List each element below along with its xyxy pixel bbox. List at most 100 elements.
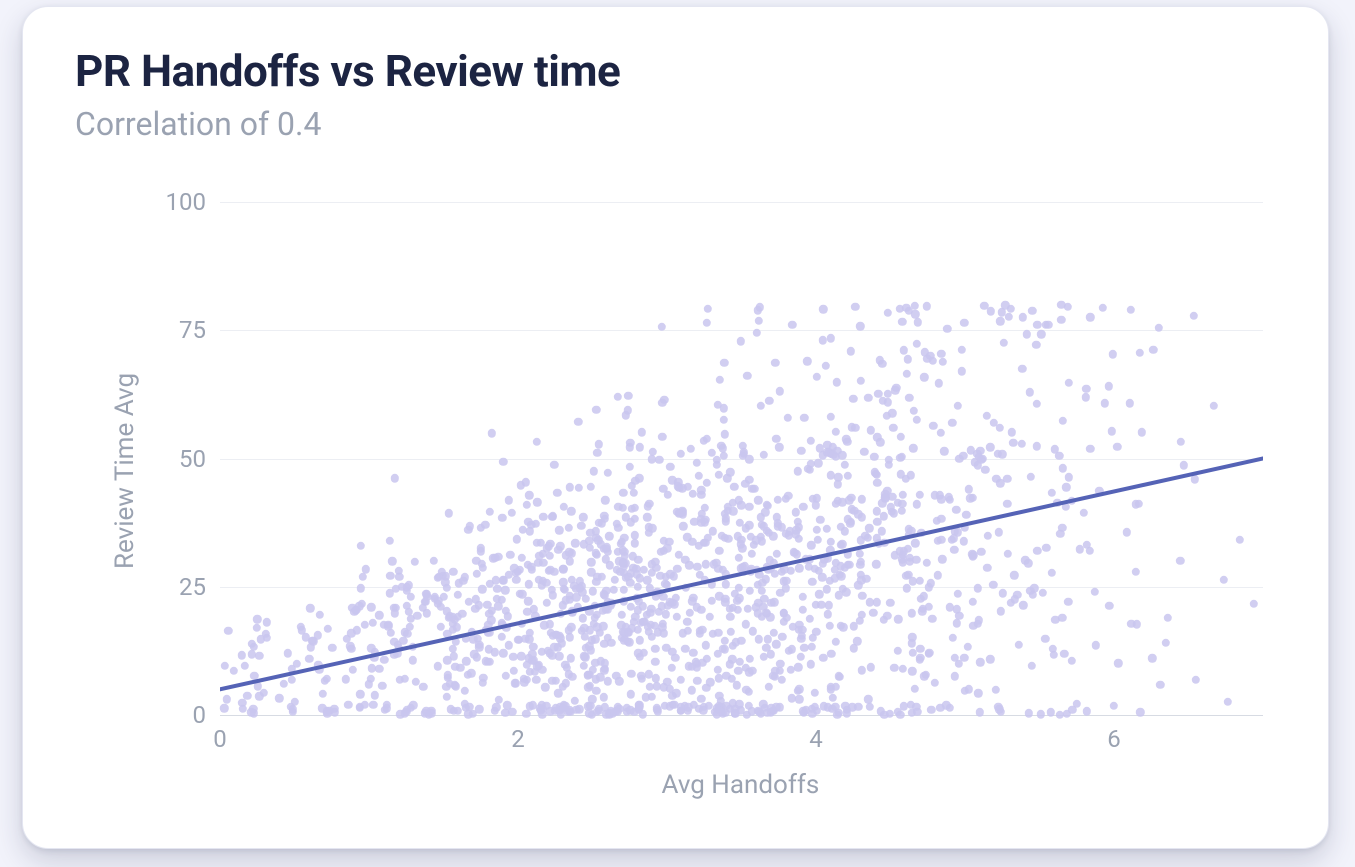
scatter-point xyxy=(562,679,570,687)
scatter-point xyxy=(371,691,379,699)
scatter-point xyxy=(1149,345,1157,353)
scatter-point xyxy=(392,604,400,612)
scatter-point xyxy=(788,321,796,329)
scatter-point xyxy=(526,629,534,637)
x-tick-label: 4 xyxy=(809,715,823,753)
scatter-point xyxy=(686,609,694,617)
scatter-point xyxy=(844,471,852,479)
scatter-point xyxy=(969,597,977,605)
scatter-point xyxy=(981,466,989,474)
scatter-point xyxy=(957,345,965,353)
scatter-point xyxy=(668,663,676,671)
scatter-point xyxy=(1156,681,1164,689)
scatter-point xyxy=(851,303,859,311)
scatter-point xyxy=(590,467,598,475)
scatter-point xyxy=(909,444,917,452)
scatter-point xyxy=(964,643,972,651)
scatter-point xyxy=(565,523,573,531)
scatter-point xyxy=(253,615,261,623)
scatter-point xyxy=(356,542,364,550)
scatter-point xyxy=(857,536,865,544)
scatter-point xyxy=(586,483,594,491)
scatter-point xyxy=(464,597,472,605)
scatter-point xyxy=(1048,489,1056,497)
scatter-point xyxy=(668,692,676,700)
scatter-point xyxy=(857,513,865,521)
scatter-point xyxy=(230,666,238,674)
scatter-point xyxy=(517,619,525,627)
scatter-point xyxy=(880,539,888,547)
scatter-point xyxy=(587,558,595,566)
scatter-point xyxy=(974,620,982,628)
scatter-point xyxy=(539,512,547,520)
scatter-point xyxy=(827,538,835,546)
scatter-point xyxy=(858,666,866,674)
scatter-point xyxy=(764,635,772,643)
scatter-point xyxy=(773,550,781,558)
scatter-point xyxy=(720,416,728,424)
scatter-point xyxy=(955,455,963,463)
scatter-point xyxy=(275,694,283,702)
scatter-point xyxy=(605,532,613,540)
scatter-point xyxy=(811,689,819,697)
scatter-point xyxy=(465,522,473,530)
scatter-point xyxy=(316,610,324,618)
scatter-point xyxy=(1062,502,1070,510)
x-tick-label: 6 xyxy=(1107,715,1121,753)
scatter-point xyxy=(554,689,562,697)
scatter-point xyxy=(937,428,945,436)
scatter-point xyxy=(916,644,924,652)
scatter-point xyxy=(884,461,892,469)
scatter-point xyxy=(644,502,652,510)
scatter-point xyxy=(908,667,916,675)
scatter-point xyxy=(720,636,728,644)
scatter-point xyxy=(626,690,634,698)
scatter-point xyxy=(950,546,958,554)
scatter-point xyxy=(927,706,935,714)
scatter-point xyxy=(1063,710,1071,718)
scatter-point xyxy=(723,474,731,482)
scatter-point xyxy=(693,458,701,466)
scatter-point xyxy=(681,645,689,653)
scatter-point xyxy=(938,555,946,563)
scatter-point xyxy=(959,537,967,545)
scatter-point xyxy=(913,500,921,508)
scatter-point xyxy=(770,598,778,606)
scatter-point xyxy=(459,577,467,585)
scatter-point xyxy=(726,660,734,668)
scatter-point xyxy=(592,687,600,695)
scatter-point xyxy=(550,461,558,469)
scatter-point xyxy=(1095,486,1103,494)
scatter-point xyxy=(328,643,336,651)
gridline-y xyxy=(220,330,1263,331)
scatter-point xyxy=(473,569,481,577)
scatter-point xyxy=(486,508,494,516)
scatter-point xyxy=(847,347,855,355)
scatter-point xyxy=(986,443,994,451)
scatter-point xyxy=(280,680,288,688)
scatter-point xyxy=(568,607,576,615)
scatter-point xyxy=(629,489,637,497)
scatter-point xyxy=(476,524,484,532)
scatter-point xyxy=(660,629,668,637)
scatter-point xyxy=(1032,341,1040,349)
scatter-point xyxy=(800,414,808,422)
scatter-point xyxy=(1068,657,1076,665)
scatter-point xyxy=(832,500,840,508)
scatter-point xyxy=(729,507,737,515)
scatter-point xyxy=(378,682,386,690)
scatter-point xyxy=(550,567,558,575)
scatter-point xyxy=(682,583,690,591)
scatter-point xyxy=(937,495,945,503)
scatter-point xyxy=(750,485,758,493)
scatter-point xyxy=(760,450,768,458)
scatter-point xyxy=(380,656,388,664)
scatter-point xyxy=(1114,659,1122,667)
scatter-point xyxy=(589,587,597,595)
scatter-point xyxy=(778,633,786,641)
scatter-point xyxy=(745,655,753,663)
scatter-point xyxy=(557,610,565,618)
scatter-point xyxy=(677,450,685,458)
scatter-point xyxy=(826,546,834,554)
scatter-point xyxy=(238,704,246,712)
